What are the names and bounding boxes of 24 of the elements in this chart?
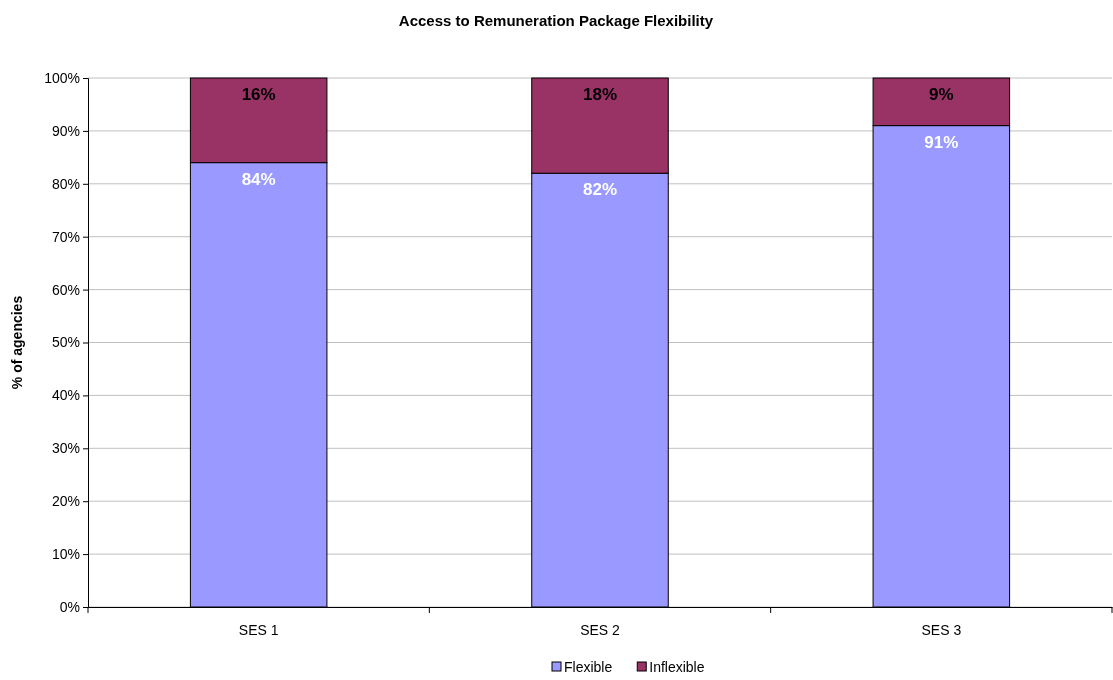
y-tick-label: 100% [44, 69, 80, 86]
data-label: 84% [241, 169, 276, 189]
y-tick-label: 50% [51, 334, 80, 351]
data-label: 16% [241, 85, 276, 104]
y-tick-label: 90% [51, 122, 80, 139]
y-tick-label: 30% [51, 440, 80, 457]
data-label: 91% [924, 132, 959, 152]
y-tick-label: 80% [51, 175, 80, 192]
y-tick-label: 10% [51, 546, 80, 563]
legend-label: Flexible [564, 659, 613, 675]
data-label: 18% [582, 85, 618, 104]
y-tick-label: 60% [51, 281, 80, 298]
x-tick-label: SES 2 [580, 621, 621, 638]
x-tick-label: SES 1 [238, 621, 279, 638]
y-tick-label: 20% [51, 493, 80, 510]
y-tick-label: 70% [51, 228, 80, 245]
y-axis-title: % of agencies [9, 295, 25, 390]
x-tick-label: SES 3 [921, 621, 962, 638]
chart-title: Access to Remuneration Package Flexibility [398, 12, 714, 29]
y-tick-label: 0% [59, 598, 80, 615]
data-label: 82% [582, 180, 618, 200]
y-tick-label: 40% [51, 387, 80, 404]
legend-label: Inflexible [649, 659, 705, 675]
data-label: 9% [929, 85, 954, 104]
